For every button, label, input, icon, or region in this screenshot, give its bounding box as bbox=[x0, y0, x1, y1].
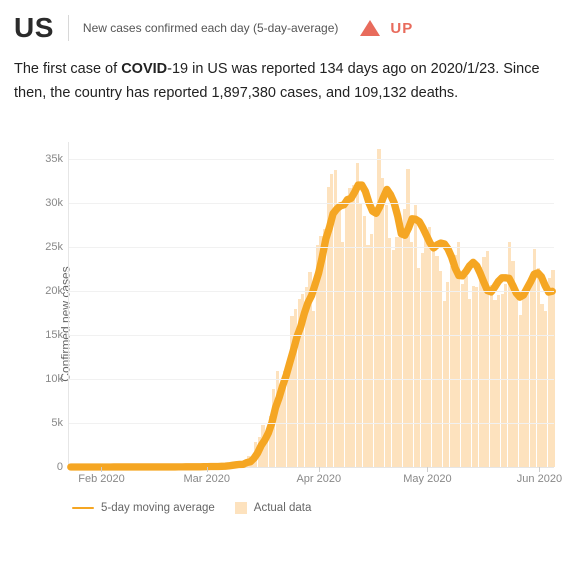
y-tick-label: 20k bbox=[45, 285, 69, 297]
legend-item-bar: Actual data bbox=[235, 502, 312, 514]
x-tick-label: May 2020 bbox=[403, 467, 451, 485]
gridline bbox=[69, 423, 554, 424]
description-text: The first case of COVID-19 in US was rep… bbox=[14, 58, 554, 106]
gridline bbox=[69, 335, 554, 336]
chart-subtitle: New cases confirmed each day (5-day-aver… bbox=[83, 21, 338, 35]
legend-line-label: 5-day moving average bbox=[101, 502, 215, 514]
gridline bbox=[69, 291, 554, 292]
y-tick-label: 10k bbox=[45, 373, 69, 385]
y-tick-label: 5k bbox=[51, 417, 69, 429]
gridline bbox=[69, 159, 554, 160]
legend-bar-swatch bbox=[235, 502, 247, 514]
trend-indicator: UP bbox=[360, 20, 413, 37]
y-tick-label: 25k bbox=[45, 241, 69, 253]
x-tick-label: Apr 2020 bbox=[296, 467, 341, 485]
moving-average-line bbox=[71, 185, 552, 467]
y-tick-label: 35k bbox=[45, 153, 69, 165]
gridline bbox=[69, 247, 554, 248]
y-tick-label: 0 bbox=[57, 461, 69, 473]
divider bbox=[68, 15, 69, 41]
y-tick-label: 30k bbox=[45, 197, 69, 209]
header: US New cases confirmed each day (5-day-a… bbox=[14, 12, 554, 44]
gridline bbox=[69, 379, 554, 380]
legend-line-swatch bbox=[72, 507, 94, 510]
x-tick-label: Feb 2020 bbox=[78, 467, 124, 485]
x-tick-label: Mar 2020 bbox=[183, 467, 229, 485]
legend-item-line: 5-day moving average bbox=[72, 502, 215, 514]
y-tick-label: 15k bbox=[45, 329, 69, 341]
legend: 5-day moving average Actual data bbox=[72, 502, 311, 514]
x-tick-label: Jun 2020 bbox=[517, 467, 562, 485]
legend-bar-label: Actual data bbox=[254, 502, 312, 514]
line-layer bbox=[69, 142, 554, 467]
plot-area: 05k10k15k20k25k30k35kFeb 2020Mar 2020Apr… bbox=[68, 142, 554, 468]
trend-up-icon bbox=[360, 20, 380, 36]
country-code: US bbox=[14, 12, 54, 44]
gridline bbox=[69, 203, 554, 204]
trend-label: UP bbox=[390, 20, 413, 37]
chart: Confirmed new cases 05k10k15k20k25k30k35… bbox=[14, 134, 554, 514]
